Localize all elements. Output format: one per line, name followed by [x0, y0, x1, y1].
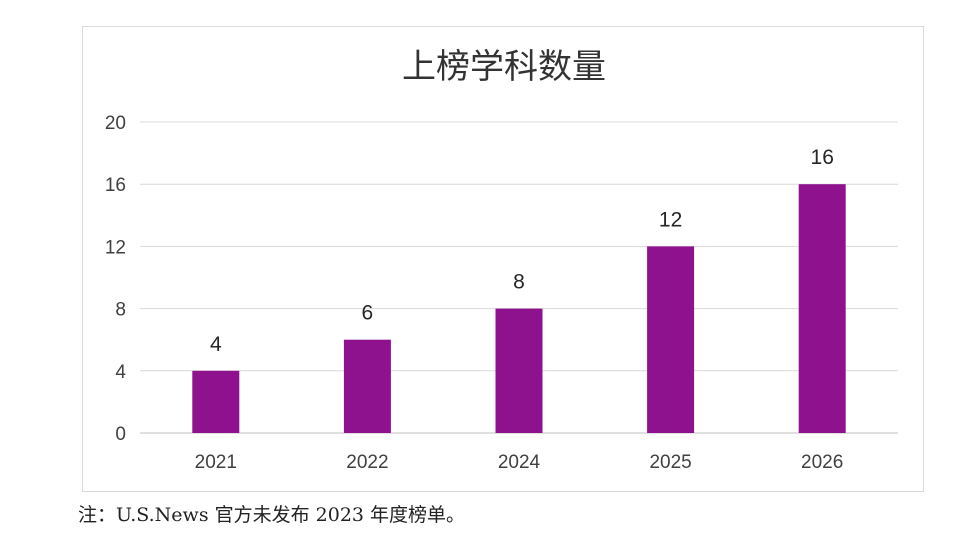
y-axis-ticks: 0 4 8 12 16 20 [105, 113, 127, 445]
data-label-2026: 16 [811, 146, 834, 169]
x-axis-ticks: 2021 2022 2024 2025 2026 [195, 452, 844, 473]
y-tick-label: 12 [105, 237, 126, 258]
bar-2022 [343, 339, 391, 433]
data-label-2022: 6 [362, 302, 374, 325]
y-tick-label: 16 [105, 175, 126, 196]
chart-title: 上榜学科数量 [402, 47, 606, 87]
x-tick-label-2026: 2026 [801, 452, 843, 473]
bar-2026 [798, 184, 846, 433]
footnote: 注：U.S.News 官方未发布 2023 年度榜单。 [78, 504, 466, 526]
data-label-2025: 12 [659, 208, 682, 231]
y-tick-label: 8 [115, 300, 126, 321]
x-tick-label-2025: 2025 [649, 452, 691, 473]
y-tick-label: 4 [115, 362, 126, 383]
bars: 4 6 8 12 16 [192, 146, 846, 433]
bar-2021 [192, 370, 240, 433]
gridlines [140, 121, 898, 434]
x-tick-label-2024: 2024 [498, 452, 541, 473]
data-label-2024: 8 [513, 271, 525, 294]
x-tick-label-2022: 2022 [346, 452, 388, 473]
x-tick-label-2021: 2021 [195, 452, 237, 473]
data-label-2021: 4 [210, 333, 222, 356]
y-tick-label: 20 [105, 113, 126, 134]
y-tick-label: 0 [115, 424, 126, 445]
bar-2025 [647, 246, 695, 433]
bar-2024 [495, 308, 543, 433]
